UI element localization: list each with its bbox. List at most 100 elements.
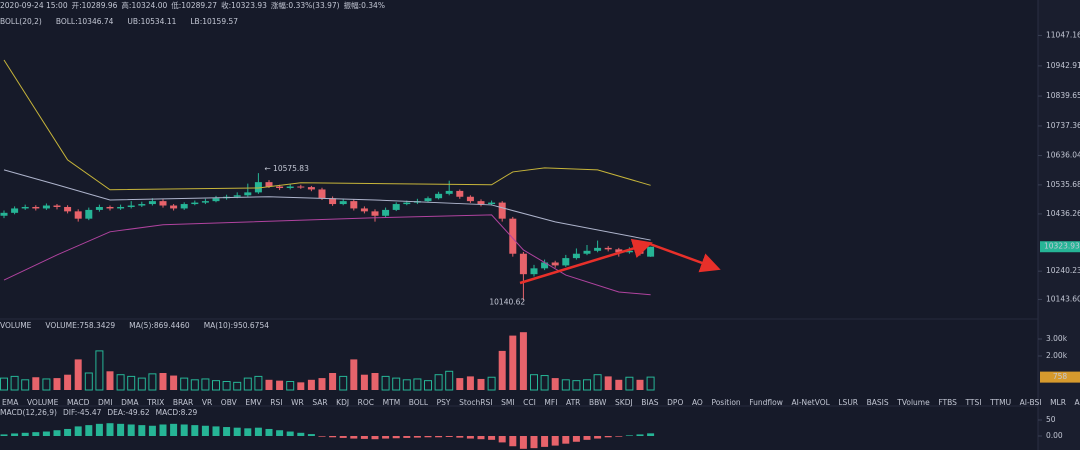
- indicator-tab[interactable]: RSI: [270, 398, 282, 407]
- macd-bar: [530, 436, 538, 449]
- indicator-tab[interactable]: SKDJ: [615, 398, 633, 407]
- candle-body: [360, 208, 368, 212]
- macd-bar: [382, 436, 390, 439]
- indicator-tab[interactable]: AO: [692, 398, 703, 407]
- volume-bar: [509, 335, 517, 390]
- indicator-tab[interactable]: DMI: [98, 398, 112, 407]
- header-datetime: 2020-09-24 15:00: [0, 1, 68, 10]
- indicator-tab[interactable]: AI-NetVOL: [791, 398, 830, 407]
- volume-bar: [276, 380, 284, 390]
- indicator-tab[interactable]: ATR: [566, 398, 580, 407]
- volume-ma5: MA(5):869.4460: [129, 321, 190, 330]
- volume-bar: [243, 377, 252, 391]
- indicator-tab[interactable]: VR: [202, 398, 212, 407]
- indicator-tab[interactable]: SMI: [501, 398, 514, 407]
- indicator-tab[interactable]: PSY: [437, 398, 451, 407]
- macd-bar: [191, 425, 199, 436]
- candle-body: [117, 206, 125, 209]
- volume-bar: [116, 374, 125, 391]
- indicator-tab[interactable]: AI-BSI: [1020, 398, 1042, 407]
- indicator-tab[interactable]: Position: [711, 398, 740, 407]
- candle-body: [85, 209, 93, 219]
- volume-bar: [466, 376, 474, 390]
- indicator-tab[interactable]: TTSI: [964, 398, 981, 407]
- macd-bar: [647, 433, 655, 436]
- indicator-tab[interactable]: EMV: [245, 398, 262, 407]
- indicator-tab[interactable]: AI-PD: [1075, 398, 1080, 407]
- candle-body: [329, 198, 337, 205]
- candle-body: [233, 195, 241, 197]
- macd-bar: [562, 436, 570, 444]
- indicator-tab[interactable]: DMA: [121, 398, 139, 407]
- volume-bar: [148, 373, 157, 391]
- volume-bar: [74, 359, 82, 390]
- macd-bar: [127, 424, 135, 436]
- indicator-tab[interactable]: MLR: [1050, 398, 1066, 407]
- candle-body: [424, 198, 432, 202]
- candle-body: [594, 247, 602, 251]
- candle-body: [32, 206, 40, 209]
- macd-bar: [159, 424, 167, 436]
- indicator-tab[interactable]: EMA: [2, 398, 19, 407]
- indicator-tab[interactable]: BBW: [589, 398, 607, 407]
- indicator-tab[interactable]: MTM: [383, 398, 401, 407]
- indicator-tab[interactable]: VOLUME: [27, 398, 59, 407]
- volume-bar: [572, 380, 581, 391]
- last-price-tag: [1040, 241, 1080, 253]
- indicator-tab[interactable]: SAR: [312, 398, 327, 407]
- macd-bar: [53, 430, 61, 436]
- volume-bar: [498, 350, 506, 390]
- macd-bar: [0, 434, 8, 436]
- volume-bar: [551, 378, 559, 390]
- indicator-tab[interactable]: WR: [291, 398, 304, 407]
- y-tick-label: 10535.68: [1046, 180, 1080, 189]
- indicator-tab[interactable]: ROC: [358, 398, 374, 407]
- macd-bar: [297, 432, 305, 436]
- indicator-tab[interactable]: BRAR: [173, 398, 193, 407]
- macd-bar: [466, 436, 474, 439]
- indicator-tab[interactable]: CCI: [523, 398, 536, 407]
- candle-body: [127, 205, 135, 207]
- y-tick-label: 11047.16: [1046, 30, 1080, 39]
- candle-body: [64, 206, 72, 212]
- macd-bar: [604, 436, 612, 438]
- volume-bar: [593, 374, 602, 391]
- indicator-tab[interactable]: Fundflow: [749, 398, 783, 407]
- indicator-tab[interactable]: OBV: [221, 398, 238, 407]
- indicator-tab[interactable]: BASIS: [867, 398, 889, 407]
- indicator-tab[interactable]: MACD: [67, 398, 90, 407]
- header-low: 低:10289.27: [171, 0, 217, 10]
- candle-body: [466, 196, 474, 202]
- indicator-tab[interactable]: MFI: [544, 398, 557, 407]
- indicator-tab[interactable]: DPO: [667, 398, 683, 407]
- header-amplitude: 振幅:0.34%: [344, 0, 385, 10]
- macd-bar: [21, 432, 29, 436]
- indicator-tab[interactable]: StochRSI: [459, 398, 492, 407]
- macd-bar: [64, 428, 72, 436]
- macd-bar: [477, 436, 485, 440]
- candle-body: [276, 186, 284, 188]
- indicator-tab[interactable]: TRIX: [146, 398, 164, 407]
- indicator-tab[interactable]: TVolume: [896, 398, 930, 407]
- indicator-tab[interactable]: TTMU: [989, 398, 1011, 407]
- volume-bar: [106, 371, 114, 390]
- indicator-tab[interactable]: BIAS: [641, 398, 658, 407]
- macd-bar: [11, 433, 19, 436]
- macd-bar: [74, 426, 82, 436]
- indicator-tab[interactable]: KDJ: [336, 398, 349, 407]
- macd-dea: DEA:-49.62: [107, 408, 149, 417]
- volume-bar: [360, 374, 368, 390]
- volume-bar: [10, 375, 19, 391]
- macd-bar: [180, 424, 188, 436]
- candle-body: [445, 190, 453, 194]
- indicator-tab[interactable]: BOLL: [409, 398, 429, 407]
- volume-bar: [318, 378, 326, 390]
- volume-bar: [583, 379, 591, 391]
- volume-bar: [636, 379, 644, 390]
- candle-body: [647, 246, 655, 257]
- indicator-tab[interactable]: FTBS: [938, 398, 957, 407]
- candle-body: [392, 204, 400, 210]
- volume-bar: [21, 379, 30, 391]
- indicator-tab[interactable]: LSUR: [838, 398, 858, 407]
